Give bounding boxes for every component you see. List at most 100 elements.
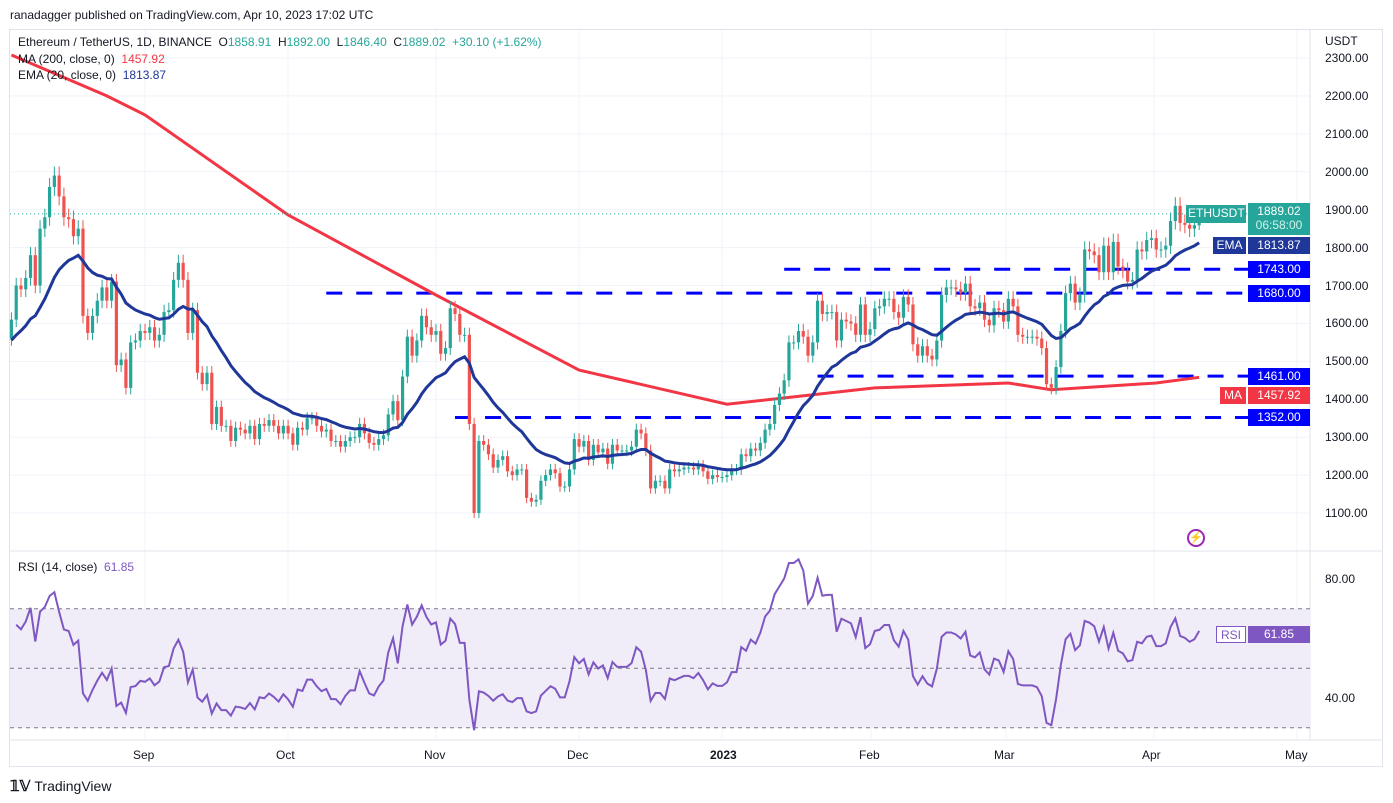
candle-body (167, 310, 171, 313)
candle-body (634, 429, 638, 447)
candle-body (381, 435, 386, 440)
candle-body (782, 380, 786, 394)
candle-body (38, 228, 42, 286)
candle-body (353, 437, 357, 439)
candle-body (687, 467, 691, 469)
candle-body (400, 376, 405, 421)
candle-body (67, 217, 71, 220)
candle-body (1064, 293, 1068, 332)
candle-body (195, 310, 200, 373)
candle-body (1021, 334, 1025, 337)
candle-body (582, 440, 586, 447)
candle-body (14, 285, 18, 320)
candle-body (901, 296, 906, 318)
candle-body (1102, 245, 1106, 273)
low-value: 1846.40 (343, 35, 387, 49)
rsi-legend[interactable]: RSI (14, close) 61.85 (18, 560, 134, 574)
candle-body (114, 281, 118, 366)
candle-body (801, 331, 805, 337)
candle-body (71, 219, 76, 237)
candle-body (930, 355, 934, 360)
candle-body (768, 423, 772, 430)
candle-body (982, 302, 987, 320)
candle-body (372, 442, 376, 445)
candle-body (1164, 245, 1168, 250)
candle-body (1006, 298, 1010, 322)
candle-body (105, 287, 109, 301)
candle-body (701, 465, 705, 472)
change-value: +30.10 (+1.62%) (452, 35, 542, 49)
candle-body (348, 437, 352, 441)
candle-body (224, 425, 228, 427)
ema-badge: EMA (1213, 237, 1246, 254)
candle-body (620, 450, 624, 452)
alert-icon[interactable]: ⚡ (1187, 529, 1205, 547)
candle-body (1083, 249, 1087, 295)
candle-body (753, 448, 758, 451)
candle-body (925, 346, 929, 356)
candle-body (663, 480, 667, 489)
candle-body (787, 342, 791, 381)
candle-body (525, 469, 529, 498)
candle-body (677, 469, 681, 472)
candle-body (138, 331, 142, 341)
candle-body (95, 300, 99, 316)
candle-body (343, 440, 347, 447)
ma-label: MA (200, close, 0) (18, 52, 115, 66)
candle-body (1116, 241, 1120, 267)
candle-body (1011, 298, 1015, 307)
candle-body (119, 359, 123, 366)
candle-body (143, 331, 147, 333)
candle-body (1149, 238, 1154, 241)
candle-body (830, 312, 834, 314)
ma200-line (10, 53, 1200, 406)
candle-body (1173, 205, 1177, 222)
candle-body (281, 425, 285, 434)
candle-body (1068, 283, 1072, 294)
candle-body (544, 475, 548, 481)
candle-body (191, 310, 195, 333)
candle-body (920, 346, 925, 356)
price-tick: 2200.00 (1325, 88, 1369, 103)
candle-body (1140, 249, 1144, 252)
brand-name: TradingView (34, 778, 112, 794)
candle-body (1002, 310, 1006, 322)
candle-body (1135, 249, 1139, 280)
candle-body (1044, 348, 1049, 385)
last-price-badge: 1889.02 06:58:00 (1248, 203, 1310, 235)
candle-body (229, 425, 233, 441)
candle-body (763, 429, 767, 443)
candle-body (329, 429, 333, 441)
candle-body (711, 475, 715, 479)
candle-body (1106, 245, 1111, 273)
candle-body (992, 308, 996, 326)
price-tick: 1300.00 (1325, 430, 1369, 445)
candle-body (334, 440, 338, 442)
candle-body (358, 423, 362, 438)
candle-body (954, 287, 958, 290)
candle-body (501, 456, 505, 460)
candle-body (978, 302, 982, 309)
candle-body (963, 283, 968, 294)
time-tick: Oct (276, 748, 295, 762)
candle-body (253, 425, 257, 440)
publisher-line: ranadagger published on TradingView.com,… (10, 8, 374, 22)
candle-body (415, 340, 419, 356)
candle-body (200, 372, 204, 385)
ema-legend[interactable]: EMA (20, close, 0) 1813.87 (18, 68, 166, 82)
candle-body (443, 348, 448, 354)
candle-body (467, 334, 471, 424)
candle-body (286, 425, 290, 434)
candle-body (615, 444, 619, 451)
high-label: H (277, 35, 287, 49)
candle-body (310, 418, 314, 420)
candle-body (668, 469, 672, 489)
tradingview-logo[interactable]: 𝟙𝕍 TradingView (10, 777, 111, 795)
ma-legend[interactable]: MA (200, close, 0) 1457.92 (18, 52, 165, 66)
candle-body (596, 444, 600, 453)
ema-price-badge: 1813.87 (1248, 237, 1310, 254)
candle-body (548, 469, 553, 476)
price-tick: 1700.00 (1325, 278, 1369, 293)
symbol-title[interactable]: Ethereum / TetherUS, 1D, BINANCE (18, 35, 212, 49)
